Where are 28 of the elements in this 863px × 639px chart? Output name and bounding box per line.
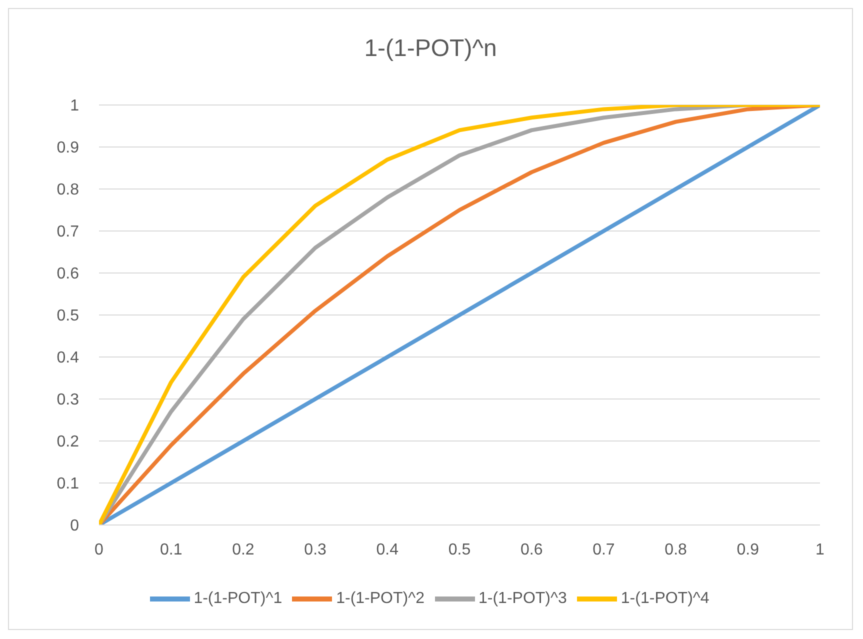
y-tick-label: 0.8 [56, 182, 80, 199]
x-tick-label: 0.9 [736, 541, 760, 558]
y-tick-label: 0.4 [56, 350, 80, 367]
chart-title: 1-(1-POT)^n [363, 34, 498, 64]
x-tick-label: 0.2 [232, 541, 254, 558]
y-tick-label: 0.9 [56, 140, 80, 157]
x-tick-label: 0.5 [448, 541, 471, 558]
y-tick-label: 1 [70, 98, 80, 115]
legend-label: 1-(1-POT)^2 [336, 590, 424, 608]
x-tick-label: 0.7 [592, 541, 615, 558]
legend-label: 1-(1-POT)^4 [620, 590, 710, 608]
x-tick-label: 0.3 [304, 541, 327, 558]
legend-label: 1-(1-POT)^3 [478, 590, 567, 608]
legend-label: 1-(1-POT)^1 [194, 590, 282, 608]
y-tick-label: 0.1 [56, 476, 80, 493]
y-tick-label: 0 [70, 518, 80, 535]
x-tick-label: 0.4 [376, 541, 399, 558]
y-tick-label: 0.7 [56, 224, 80, 241]
y-tick-label: 0.3 [56, 392, 80, 409]
y-tick-label: 0.6 [56, 266, 80, 283]
x-tick-label: 0.6 [520, 541, 543, 558]
y-tick-label: 0.5 [56, 308, 80, 325]
x-tick-label: 0.8 [664, 541, 688, 558]
x-tick-label: 1 [816, 541, 825, 558]
line-series [99, 105, 820, 525]
x-tick-label: 0 [94, 541, 104, 558]
x-tick-label: 0.1 [160, 541, 182, 558]
y-tick-label: 0.2 [56, 434, 80, 451]
